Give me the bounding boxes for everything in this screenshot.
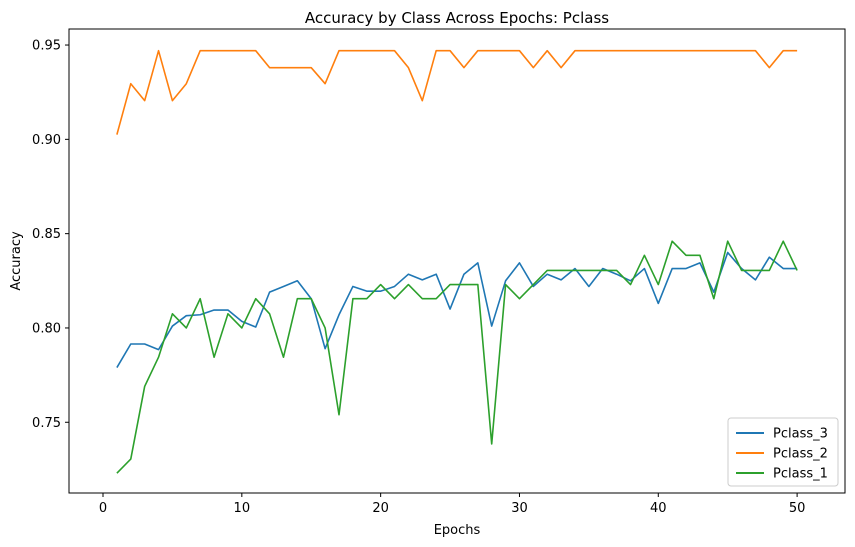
y-axis-label: Accuracy (9, 231, 24, 291)
legend-box (727, 417, 839, 487)
chart-title: Accuracy by Class Across Epochs: Pclass (305, 9, 609, 27)
x-tick-label: 20 (372, 501, 389, 516)
legend-label: Pclass_1 (773, 467, 828, 482)
series-line-pclass-3 (116, 251, 798, 368)
legend-label: Pclass_3 (773, 427, 828, 442)
x-tick-label: 50 (789, 501, 806, 516)
series-line-pclass-1 (116, 240, 798, 474)
x-tick-label: 0 (99, 501, 107, 516)
x-tick-label: 30 (511, 501, 528, 516)
y-tick-label: 0.95 (32, 39, 61, 54)
y-tick-label: 0.90 (32, 133, 61, 148)
y-tick-label: 0.85 (32, 227, 61, 242)
x-tick-label: 40 (650, 501, 667, 516)
plot-area-frame (68, 28, 846, 494)
legend: Pclass_3 Pclass_2 Pclass_1 (727, 417, 839, 487)
y-tick-label: 0.75 (32, 416, 61, 431)
y-tick-label: 0.80 (32, 321, 61, 336)
series-lines (116, 49, 798, 474)
x-tick-label: 10 (234, 501, 251, 516)
x-axis-ticks: 0 10 20 30 40 50 (99, 493, 806, 516)
legend-label: Pclass_2 (773, 447, 828, 462)
x-axis-label: Epochs (434, 523, 481, 538)
series-line-pclass-2 (116, 49, 798, 135)
y-axis-ticks: 0.75 0.80 0.85 0.90 0.95 (32, 39, 69, 431)
